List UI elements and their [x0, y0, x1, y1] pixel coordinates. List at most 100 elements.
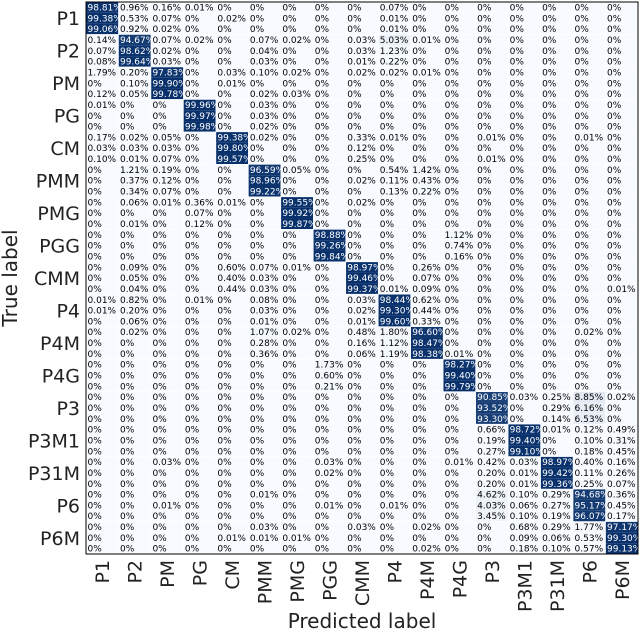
cell-band — [508, 34, 541, 46]
cell-band — [118, 175, 151, 186]
cell-band — [508, 391, 541, 403]
cell-value: 0% — [250, 436, 265, 446]
cell-band — [573, 467, 606, 479]
cell-band — [573, 2, 606, 13]
cell-value: 0% — [88, 426, 103, 436]
cell-value: 0% — [575, 90, 590, 100]
cell-value: 0.10% — [575, 436, 604, 446]
cell-value: 0% — [445, 177, 460, 187]
cell-value: 0% — [510, 79, 525, 89]
cell-value: 0% — [380, 512, 395, 522]
cell-value: 0% — [607, 101, 622, 111]
cell-value: 0% — [477, 79, 492, 89]
cell-band — [508, 424, 541, 435]
heatmap-cell: 0%0%0% — [183, 326, 216, 360]
cell-band — [118, 229, 151, 241]
cell-band — [605, 521, 638, 533]
cell-band — [345, 77, 379, 89]
cell-band — [248, 175, 281, 186]
cell-band — [118, 305, 151, 316]
heatmap-cell: 0%0%0% — [345, 456, 379, 490]
heatmap-cell: 0.01%0%0% — [183, 2, 216, 35]
cell-band — [215, 56, 249, 67]
cell-band — [215, 478, 249, 490]
heatmap-cell: 0.02%0%0% — [605, 391, 638, 425]
cell-value: 0% — [315, 144, 330, 154]
heatmap-cell: 0%0%0% — [183, 424, 216, 457]
cell-band — [605, 283, 638, 295]
cell-value: 98.72% — [510, 426, 545, 436]
cell-band — [378, 380, 411, 392]
cell-value: 0% — [412, 361, 427, 371]
cell-value: 0% — [152, 285, 167, 295]
heatmap-cell: 0.07%0.04%0.03% — [248, 34, 281, 68]
cell-band — [248, 164, 281, 176]
cell-band — [443, 142, 476, 154]
cell-value: 0.03% — [250, 307, 279, 317]
cell-value: 0% — [347, 361, 362, 371]
cell-value: 0% — [575, 58, 590, 68]
cell-band — [443, 77, 476, 89]
cell-band — [86, 315, 119, 327]
cell-value: 0% — [542, 372, 557, 382]
heatmap-cell: 0%0%0% — [86, 359, 119, 392]
cell-band — [118, 23, 151, 35]
cell-band — [508, 153, 541, 165]
cell-value: 0% — [445, 415, 460, 425]
cell-value: 0% — [185, 25, 200, 35]
heatmap-cell: 0%0.02%0% — [215, 2, 249, 35]
cell-value: 99.84% — [315, 252, 350, 262]
cell-band — [573, 207, 606, 219]
cell-value: 0% — [88, 328, 103, 338]
cell-band — [410, 305, 444, 316]
heatmap-cell: 94.68%95.17%96.07% — [573, 489, 609, 522]
cell-band — [345, 175, 379, 186]
cell-band — [443, 110, 476, 122]
cell-band — [443, 326, 476, 338]
cell-band — [443, 56, 476, 67]
cell-band — [345, 499, 379, 511]
cell-value: 0.82% — [120, 296, 149, 306]
cell-band — [86, 283, 119, 295]
heatmap-cell: 1.73%0.60%0.21% — [313, 359, 346, 392]
cell-value: 0.01% — [380, 285, 409, 295]
cell-band — [86, 326, 119, 338]
cell-value: 0% — [347, 372, 362, 382]
cell-band — [86, 131, 119, 143]
cell-value: 0% — [185, 14, 200, 24]
x-axis-label: Predicted label — [288, 609, 437, 633]
cell-value: 1.79% — [88, 68, 117, 78]
cell-value: 0.29% — [542, 523, 571, 533]
cell-band — [443, 186, 476, 197]
cell-value: 0% — [477, 177, 492, 187]
heatmap-cell: 98.44%99.30%99.60% — [378, 294, 415, 327]
cell-band — [345, 66, 379, 78]
cell-band — [313, 240, 346, 251]
cell-band — [248, 283, 281, 295]
cell-value: 0.01% — [347, 58, 376, 68]
cell-band — [150, 456, 184, 468]
cell-value: 0% — [477, 209, 492, 219]
heatmap-cell: 0%0%0% — [280, 391, 314, 425]
cell-value: 0% — [380, 372, 395, 382]
cell-value: 0.01% — [120, 155, 149, 165]
cell-band — [378, 164, 411, 176]
y-tick-label: P4 — [56, 300, 80, 322]
cell-band — [475, 478, 509, 490]
cell-value: 0% — [282, 436, 297, 446]
x-tick-label: P3M1 — [514, 560, 536, 612]
cell-value: 0% — [250, 512, 265, 522]
cell-band — [443, 467, 476, 479]
heatmap-cell: 0.01%0%0% — [248, 489, 281, 522]
cell-band — [540, 434, 574, 446]
cell-band — [443, 175, 476, 186]
cell-band — [410, 489, 444, 500]
cell-value: 0% — [250, 79, 265, 89]
cell-band — [313, 142, 346, 154]
cell-band — [313, 272, 346, 284]
cell-value: 0% — [575, 317, 590, 327]
cell-band — [183, 207, 216, 219]
heatmap-cell: 0%0%0% — [280, 489, 314, 522]
cell-band — [86, 240, 119, 251]
cell-value: 0.01% — [185, 4, 214, 14]
